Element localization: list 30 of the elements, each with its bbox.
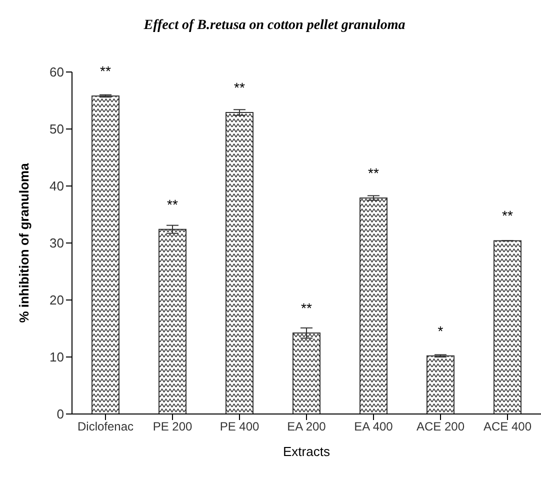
data-label: ** [301, 300, 312, 316]
bar [494, 240, 522, 414]
y-tick-label: 20 [50, 292, 64, 308]
y-tick-label: 30 [50, 236, 64, 251]
chart-title: Effect of B.retusa on cotton pellet granuloma [142, 18, 406, 34]
data-label: ** [368, 164, 380, 181]
x-tick-label: EA 400 [354, 420, 394, 434]
x-tick-label: PE 400 [220, 420, 260, 434]
data-label: ** [100, 62, 112, 79]
bar [360, 197, 388, 414]
x-tick-label: Diclofenac [77, 420, 134, 434]
y-tick-label: 40 [50, 178, 64, 194]
y-tick-label: 50 [50, 122, 64, 137]
bar [226, 112, 254, 414]
bar [158, 228, 186, 414]
data-label: ** [502, 208, 514, 224]
bar [92, 95, 120, 414]
y-tick-label: 60 [50, 64, 64, 80]
x-axis-title: Extracts [283, 444, 330, 459]
data-label: * [438, 322, 444, 339]
x-tick-label: EA 200 [287, 420, 326, 434]
bar [426, 355, 454, 414]
y-tick-label: 0 [56, 406, 64, 422]
y-tick-label: 10 [50, 350, 64, 365]
data-label: ** [167, 196, 178, 212]
x-tick-label: PE 200 [152, 420, 192, 434]
x-tick-label: ACE 400 [483, 420, 532, 434]
data-label: ** [234, 79, 246, 96]
y-axis-title: % inhibition of granuloma [16, 162, 32, 323]
x-tick-label: ACE 200 [416, 420, 465, 434]
